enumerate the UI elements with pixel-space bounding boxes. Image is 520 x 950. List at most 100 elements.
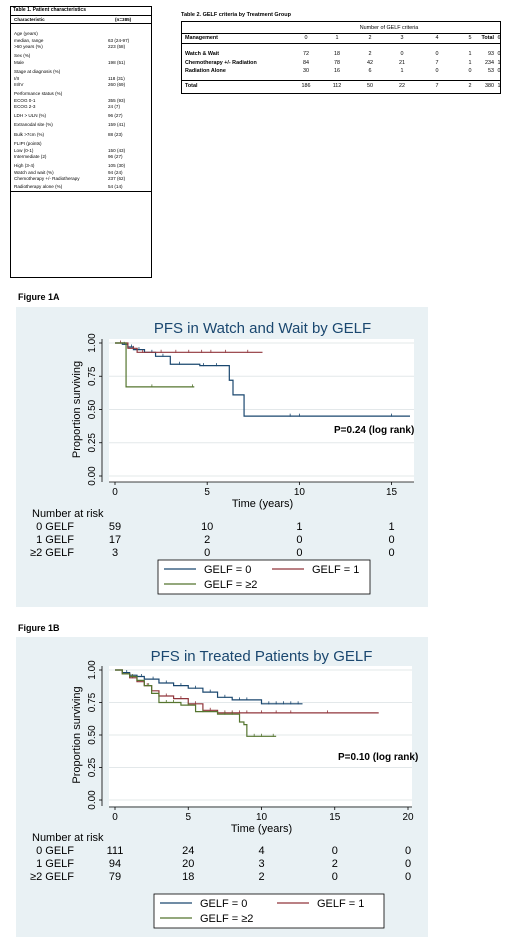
table1-cell-value: 54 (14) bbox=[108, 184, 123, 189]
table2-cell: 18 bbox=[334, 51, 340, 57]
table1-cell-label: Performance status (%) bbox=[14, 91, 63, 96]
at-risk-value: 0 bbox=[405, 845, 411, 857]
figure-1a-label: Figure 1A bbox=[18, 292, 60, 302]
at-risk-value: 3 bbox=[258, 858, 264, 870]
table1-cell-label: Male bbox=[14, 60, 24, 65]
table-row: Radiation Alone bbox=[185, 68, 226, 74]
km-curve bbox=[115, 669, 277, 737]
table1-cell-value: 159 (41) bbox=[108, 122, 126, 127]
table1-cell-label: High (3-4) bbox=[14, 163, 35, 168]
legend-box bbox=[153, 893, 385, 929]
table2-cell: 0 bbox=[497, 51, 501, 57]
table2-rule bbox=[182, 43, 500, 44]
table-row: Watch & Wait bbox=[185, 51, 220, 57]
at-risk-value: 20 bbox=[182, 858, 194, 870]
x-axis-label: Time (years) bbox=[232, 498, 293, 510]
table2-cell: 2 bbox=[468, 83, 472, 89]
x-tick-label: 10 bbox=[256, 812, 268, 823]
y-tick-label: 0.75 bbox=[87, 692, 98, 712]
at-risk-value: 0 bbox=[389, 547, 395, 559]
at-risk-value: 59 bbox=[109, 521, 121, 533]
at-risk-value: 0 bbox=[405, 858, 411, 870]
y-tick-label: 0.75 bbox=[87, 366, 98, 386]
figure-1b-panel: PFS in Treated Patients by GELF 0.00 0.25 0… bbox=[16, 637, 428, 937]
table1-cell-label: FLIPI (points) bbox=[14, 141, 42, 146]
table2-col-header: 6 bbox=[497, 35, 501, 41]
table1-cell-label: Sex (%) bbox=[14, 53, 31, 58]
table2-cell: 2 bbox=[368, 51, 372, 57]
table1-cell-value: 355 (93) bbox=[108, 98, 126, 103]
at-risk-row-label: ≥2 GELF bbox=[30, 871, 74, 883]
table1-cell-label: Radiotherapy alone (%) bbox=[14, 184, 63, 189]
y-tick-label: 1.00 bbox=[87, 660, 98, 680]
at-risk-value: 0 bbox=[296, 547, 302, 559]
table1-cell-value: 24 (7) bbox=[108, 104, 121, 109]
table2-col-header: 1 bbox=[335, 35, 339, 41]
table1-cell-label: III/IV bbox=[14, 82, 24, 87]
table1-cell-label: Chemotherapy +/- Radiotherapy bbox=[14, 176, 80, 181]
x-tick-label: 0 bbox=[112, 487, 118, 498]
table1-header-n: (n=385) bbox=[115, 17, 132, 22]
table1-cell-label: >60 years (%) bbox=[14, 44, 43, 49]
table2-cell: 30 bbox=[303, 68, 309, 74]
x-tick-label: 5 bbox=[204, 487, 210, 498]
legend-entry: GELF = ≥2 bbox=[204, 579, 257, 591]
p-value-annotation: P=0.24 (log rank) bbox=[334, 425, 414, 436]
at-risk-value: 4 bbox=[258, 845, 264, 857]
at-risk-row-label: 1 GELF bbox=[36, 534, 74, 546]
at-risk-row-label: 1 GELF bbox=[36, 858, 74, 870]
table2-rule bbox=[182, 33, 500, 34]
chart-title: PFS in Watch and Wait by GELF bbox=[154, 320, 371, 337]
table2-cell: 234 bbox=[485, 60, 494, 66]
table1-header: Characteristic (n=385) bbox=[11, 15, 151, 24]
table1-cell-label: Bulk >7cm (%) bbox=[14, 132, 44, 137]
at-risk-value: 3 bbox=[112, 547, 118, 559]
km-chart-watch-and-wait: PFS in Watch and Wait by GELF 0.00 0.25 0.5… bbox=[30, 320, 414, 595]
at-risk-value: 10 bbox=[201, 521, 213, 533]
table2-cell: 1 bbox=[497, 60, 501, 66]
table2-cell: 6 bbox=[368, 68, 372, 74]
table2-cell: 1 bbox=[400, 68, 404, 74]
table2-cell: 7 bbox=[435, 83, 439, 89]
figure-1b-label: Figure 1B bbox=[18, 623, 60, 633]
table2-rule bbox=[182, 80, 500, 81]
table1-cell-value: 105 (30) bbox=[108, 163, 126, 168]
table-row: Total bbox=[185, 83, 198, 89]
table2-cell: 72 bbox=[303, 51, 309, 57]
table1-cell-label: ECOG 0-1 bbox=[14, 98, 36, 103]
km-chart-treated-patients: PFS in Treated Patients by GELF 0.00 0.25 0… bbox=[30, 648, 418, 929]
table2-cell: 112 bbox=[332, 83, 342, 89]
plot-area bbox=[109, 339, 414, 482]
x-tick-label: 15 bbox=[329, 812, 341, 823]
table2-cell: 42 bbox=[367, 60, 373, 66]
table2-col-header-label: Management bbox=[185, 35, 218, 41]
at-risk-value: 111 bbox=[107, 845, 124, 857]
table2-col-header: 4 bbox=[435, 35, 439, 41]
at-risk-value: 0 bbox=[332, 871, 338, 883]
table1-cell-label: Extranodal site (%) bbox=[14, 122, 53, 127]
table-patient-characteristics: Table 1. Patient characteristics Charact… bbox=[10, 6, 152, 278]
at-risk-value: 2 bbox=[332, 858, 338, 870]
y-tick-label: 0.50 bbox=[87, 399, 98, 419]
table2-cell: 93 bbox=[488, 51, 494, 57]
at-risk-value: 24 bbox=[182, 845, 194, 857]
table2-cell: 0 bbox=[400, 51, 404, 57]
table1-title: Table 1. Patient characteristics bbox=[13, 7, 86, 13]
legend-entry: GELF = 0 bbox=[204, 564, 251, 576]
table1-cell-value: 96 (27) bbox=[108, 113, 123, 118]
y-axis-label: Proportion surviving bbox=[71, 686, 83, 783]
x-tick-label: 15 bbox=[386, 487, 398, 498]
y-tick-label: 0.50 bbox=[87, 725, 98, 745]
table1-cell-label: Low (0-1) bbox=[14, 148, 34, 153]
at-risk-value: 94 bbox=[109, 858, 121, 870]
at-risk-row-label: ≥2 GELF bbox=[30, 547, 74, 559]
table2-col-header: 3 bbox=[400, 35, 404, 41]
p-value-annotation: P=0.10 (log rank) bbox=[338, 752, 418, 763]
table2-cell: 380 bbox=[485, 83, 494, 89]
table2-cell: 53 bbox=[488, 68, 494, 74]
table1-cell-value: 260 (69) bbox=[108, 82, 126, 87]
table2-cell: 78 bbox=[334, 60, 340, 66]
at-risk-value: 0 bbox=[332, 845, 338, 857]
legend-entry: GELF = 0 bbox=[200, 898, 247, 910]
